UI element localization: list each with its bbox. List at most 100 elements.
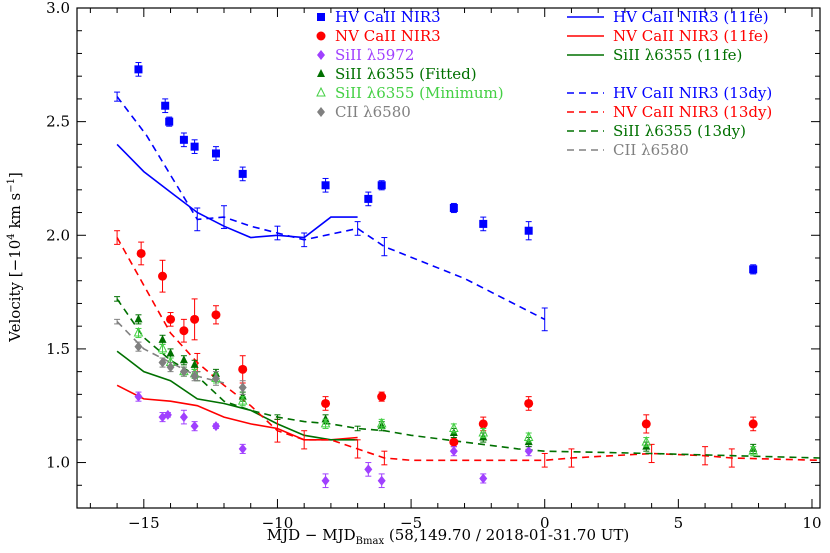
data-point	[238, 169, 247, 178]
series-line-2	[116, 350, 358, 441]
legend-entry-lines-1: NV CaII NIR3 (11fe)	[567, 27, 769, 45]
y-tick-label: 1.5	[46, 340, 70, 358]
series-points-1	[136, 241, 758, 448]
data-point	[211, 310, 221, 320]
legend-entry-lines-6: CII λ6580	[567, 141, 689, 159]
data-point	[190, 314, 200, 324]
legend-entry-points-4: SiII λ6355 (Minimum)	[316, 84, 504, 102]
data-point	[524, 226, 533, 235]
data-point	[163, 409, 172, 420]
series-line-6	[114, 318, 225, 384]
data-point	[179, 326, 189, 336]
legend-entry-points-1: NV CaII NIR3	[316, 27, 441, 45]
data-point	[449, 446, 458, 457]
legend-marker	[317, 50, 325, 60]
data-point	[211, 149, 220, 158]
series-line-path	[116, 298, 820, 459]
x-tick-label: −15	[128, 514, 160, 532]
data-point	[364, 464, 373, 475]
legend-label: HV CaII NIR3	[335, 8, 441, 26]
data-point	[166, 314, 176, 324]
series-line-path	[116, 237, 820, 462]
series-line-4	[114, 230, 820, 468]
data-point	[237, 395, 248, 405]
x-tick-label: 5	[674, 514, 684, 532]
series-points-5	[134, 341, 247, 395]
legend-label: SiII λ6355 (Fitted)	[335, 65, 477, 83]
legend-marker	[317, 107, 325, 117]
series-line-path	[116, 321, 225, 384]
data-point	[133, 326, 144, 337]
series-line-1	[116, 384, 358, 441]
data-point	[749, 265, 758, 274]
data-point	[376, 417, 387, 428]
legend-label: HV CaII NIR3 (11fe)	[613, 8, 769, 26]
data-point	[479, 219, 488, 228]
data-point	[179, 366, 188, 377]
data-point	[524, 446, 533, 457]
data-point	[179, 355, 188, 364]
series-line-path	[116, 96, 546, 321]
legend-label: CII λ6580	[613, 141, 689, 159]
legend-entry-points-0: HV CaII NIR3	[317, 8, 441, 26]
data-point	[179, 412, 188, 423]
plot-frame	[76, 7, 821, 509]
series-points-0	[134, 62, 758, 275]
data-point	[478, 419, 488, 429]
data-point	[238, 382, 247, 393]
legend-entry-points-5: CII λ6580	[317, 103, 411, 121]
series-line-5	[114, 296, 820, 459]
data-point	[641, 435, 652, 446]
x-tick-label: 0	[540, 514, 550, 532]
data-point	[158, 357, 167, 368]
data-point	[158, 334, 167, 343]
legend-marker	[317, 13, 325, 21]
legend-label: NV CaII NIR3 (11fe)	[613, 27, 769, 45]
data-point	[134, 341, 143, 352]
data-point	[377, 392, 387, 402]
data-point	[157, 342, 168, 353]
legend-label: SiII λ6355 (13dy)	[613, 122, 746, 140]
legend-entry-lines-3: HV CaII NIR3 (13dy)	[567, 84, 772, 102]
series-line-0	[116, 143, 358, 239]
legend-label: CII λ6580	[335, 103, 411, 121]
data-point	[190, 359, 199, 368]
legend-label: HV CaII NIR3 (13dy)	[613, 84, 772, 102]
legend-label: NV CaII NIR3	[335, 27, 441, 45]
data-point	[166, 362, 175, 373]
data-point	[321, 475, 330, 486]
plot-area	[114, 62, 820, 489]
data-point	[136, 248, 146, 258]
legend-entry-lines-5: SiII λ6355 (13dy)	[567, 122, 746, 140]
series-line-path	[116, 143, 358, 239]
data-point	[166, 348, 175, 357]
series-points-4	[133, 326, 758, 457]
x-tick-label: −5	[400, 514, 422, 532]
data-point	[449, 422, 459, 432]
legend-entry-lines-2: SiII λ6355 (11fe)	[567, 46, 742, 64]
legend-entry-lines-0: HV CaII NIR3 (11fe)	[567, 8, 769, 26]
y-axis-label: Velocity [−104 km s−1]	[6, 172, 24, 343]
data-point	[190, 421, 199, 432]
y-tick-label: 1.0	[46, 454, 70, 472]
legend-entry-points-3: SiII λ6355 (Fitted)	[317, 65, 477, 83]
data-point	[449, 204, 458, 212]
series-line-path	[116, 384, 358, 441]
series-line-path	[116, 350, 358, 441]
data-point	[524, 398, 534, 408]
data-point	[479, 473, 488, 484]
legend-marker	[317, 69, 325, 77]
y-tick-label: 2.0	[46, 226, 70, 244]
x-tick-label: 10	[802, 514, 821, 532]
data-point	[377, 181, 386, 190]
data-point	[641, 419, 651, 429]
data-point	[190, 371, 199, 382]
data-point	[211, 373, 220, 384]
data-point	[449, 437, 459, 447]
legend-entry-lines-4: NV CaII NIR3 (13dy)	[567, 103, 772, 121]
data-point	[161, 101, 170, 110]
data-point	[238, 443, 247, 454]
series-line-3	[114, 91, 548, 332]
